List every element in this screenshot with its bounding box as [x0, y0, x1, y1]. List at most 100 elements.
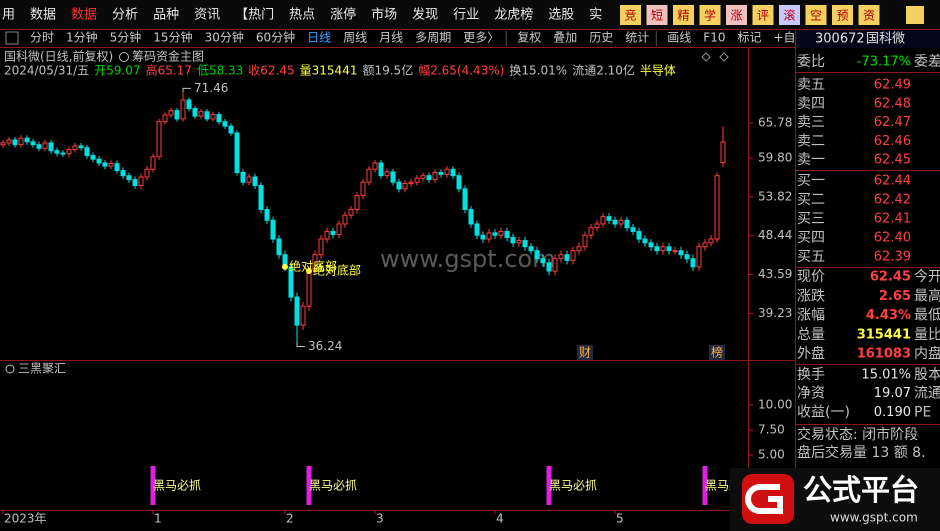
stat-value: 15.01%	[861, 368, 911, 383]
quick-button-label[interactable]: 滚	[783, 8, 795, 23]
toolbar-icon[interactable]	[5, 31, 19, 45]
x-tick-label: 1	[154, 512, 162, 526]
quick-button[interactable]	[726, 5, 747, 25]
candle-body	[606, 216, 612, 221]
quick-button[interactable]	[699, 5, 721, 25]
candle-body	[204, 111, 210, 120]
quote-item: 收62.45	[248, 64, 294, 78]
candle-body	[294, 296, 300, 326]
menu-item[interactable]: 市场	[371, 7, 397, 23]
menu-item[interactable]: 涨停	[330, 7, 356, 23]
quick-button[interactable]	[752, 5, 774, 25]
menu-item[interactable]: 品种	[153, 8, 179, 23]
indicator-label: 黑马必抓	[309, 479, 357, 493]
stat-value: 62.45	[870, 270, 911, 285]
indicator-icon[interactable]	[119, 52, 129, 62]
candle-body	[192, 107, 198, 117]
quick-button[interactable]	[858, 5, 880, 25]
candle-body	[444, 168, 450, 175]
menu-item[interactable]: 发现	[412, 7, 438, 23]
menu-item[interactable]: 分析	[112, 8, 138, 23]
ask-label: 卖四	[797, 96, 825, 112]
bid-label: 买一	[797, 173, 825, 189]
candle-body	[162, 114, 168, 123]
candle-body	[126, 175, 132, 181]
toolbar-item[interactable]: 30分钟	[205, 30, 244, 45]
quick-button[interactable]	[673, 5, 694, 25]
toolbar-item[interactable]: 历史	[589, 31, 613, 45]
candle-body	[426, 175, 432, 181]
menu-item[interactable]: 【热门	[235, 8, 274, 23]
signal-dot	[306, 268, 312, 275]
candle-body	[654, 246, 660, 252]
ask-label: 卖三	[797, 115, 825, 131]
event-label[interactable]: 财	[579, 346, 591, 360]
menu-item[interactable]: 数据	[71, 8, 97, 23]
quick-button-label[interactable]: 涨	[730, 8, 742, 23]
after-hours: 盘后交易量 13 额 8.	[797, 444, 926, 461]
toolbar-item[interactable]: 15分钟	[153, 30, 192, 45]
menu-item[interactable]: 用	[2, 8, 15, 23]
toolbar-item[interactable]: 画线	[667, 31, 691, 45]
candle-body	[510, 236, 516, 244]
menu-item[interactable]: 行业	[453, 8, 479, 23]
menu-item[interactable]: 选股	[548, 8, 574, 23]
menu-item[interactable]: 实	[589, 8, 602, 23]
quick-button-label[interactable]: 预	[836, 9, 848, 23]
indicator-icon[interactable]	[5, 364, 15, 374]
candle-body	[690, 258, 696, 268]
candle-body	[372, 162, 378, 170]
candle-body	[264, 209, 270, 221]
stat-label: 涨跌	[797, 288, 825, 304]
menu-item[interactable]: 龙虎榜	[494, 7, 533, 23]
quick-button-label[interactable]: 竞	[624, 9, 636, 23]
indicator-bar	[546, 466, 552, 505]
indicator-name[interactable]: 筹码资金主图	[132, 49, 204, 64]
candle-body	[474, 223, 480, 236]
stat-next: 最高	[914, 287, 940, 304]
candle-body	[714, 175, 720, 240]
toolbar-item[interactable]: 1分钟	[66, 30, 98, 45]
toolbar-item[interactable]: 标记	[737, 31, 761, 45]
event-box[interactable]	[577, 345, 593, 360]
menu-item[interactable]: 热点	[289, 8, 315, 23]
event-label[interactable]: 榜	[711, 345, 723, 360]
candle-body	[570, 250, 576, 261]
quick-button-label[interactable]: 精	[677, 9, 689, 23]
quick-button-label[interactable]: 学	[704, 8, 716, 23]
stat-value: 315441	[857, 327, 911, 342]
quote-item: 幅2.65(4.43%)	[418, 63, 504, 78]
toolbar-item[interactable]: F10	[703, 31, 725, 45]
candle-body	[666, 246, 672, 252]
toolbar-item[interactable]: 周线	[343, 31, 367, 45]
menu-icon[interactable]	[906, 6, 924, 24]
toolbar-item[interactable]: 5分钟	[110, 30, 142, 45]
ask-price: 62.45	[874, 153, 911, 168]
quick-button-label[interactable]: 资	[863, 9, 875, 23]
toolbar-item[interactable]: 多周期	[415, 31, 451, 45]
panel-icons[interactable]	[701, 52, 729, 62]
candle-body	[618, 219, 624, 225]
toolbar-item[interactable]: 统计	[625, 31, 649, 45]
candle-body	[582, 234, 588, 248]
toolbar-item[interactable]: 月线	[379, 31, 403, 45]
quick-button[interactable]	[646, 5, 668, 25]
quick-button[interactable]	[805, 5, 827, 25]
quick-button-label[interactable]: 短	[651, 9, 663, 23]
quick-button[interactable]	[832, 5, 853, 25]
event-box[interactable]	[709, 345, 725, 360]
menu-item[interactable]: 数据	[30, 8, 56, 23]
toolbar-item[interactable]: 复权	[517, 31, 541, 45]
quick-button[interactable]	[779, 5, 800, 25]
toolbar-item[interactable]: 分时	[30, 31, 54, 45]
candle-body	[432, 171, 438, 181]
toolbar-item[interactable]: 日线	[307, 31, 331, 45]
toolbar-item[interactable]: 更多〉	[463, 31, 499, 45]
quick-button[interactable]	[620, 5, 641, 25]
menu-item[interactable]: 资讯	[194, 8, 220, 23]
quick-button-label[interactable]: 空	[810, 9, 822, 23]
quick-button-label[interactable]: 评	[757, 9, 769, 23]
toolbar-item[interactable]: 叠加	[553, 31, 577, 45]
toolbar-item[interactable]: 60分钟	[256, 30, 295, 45]
